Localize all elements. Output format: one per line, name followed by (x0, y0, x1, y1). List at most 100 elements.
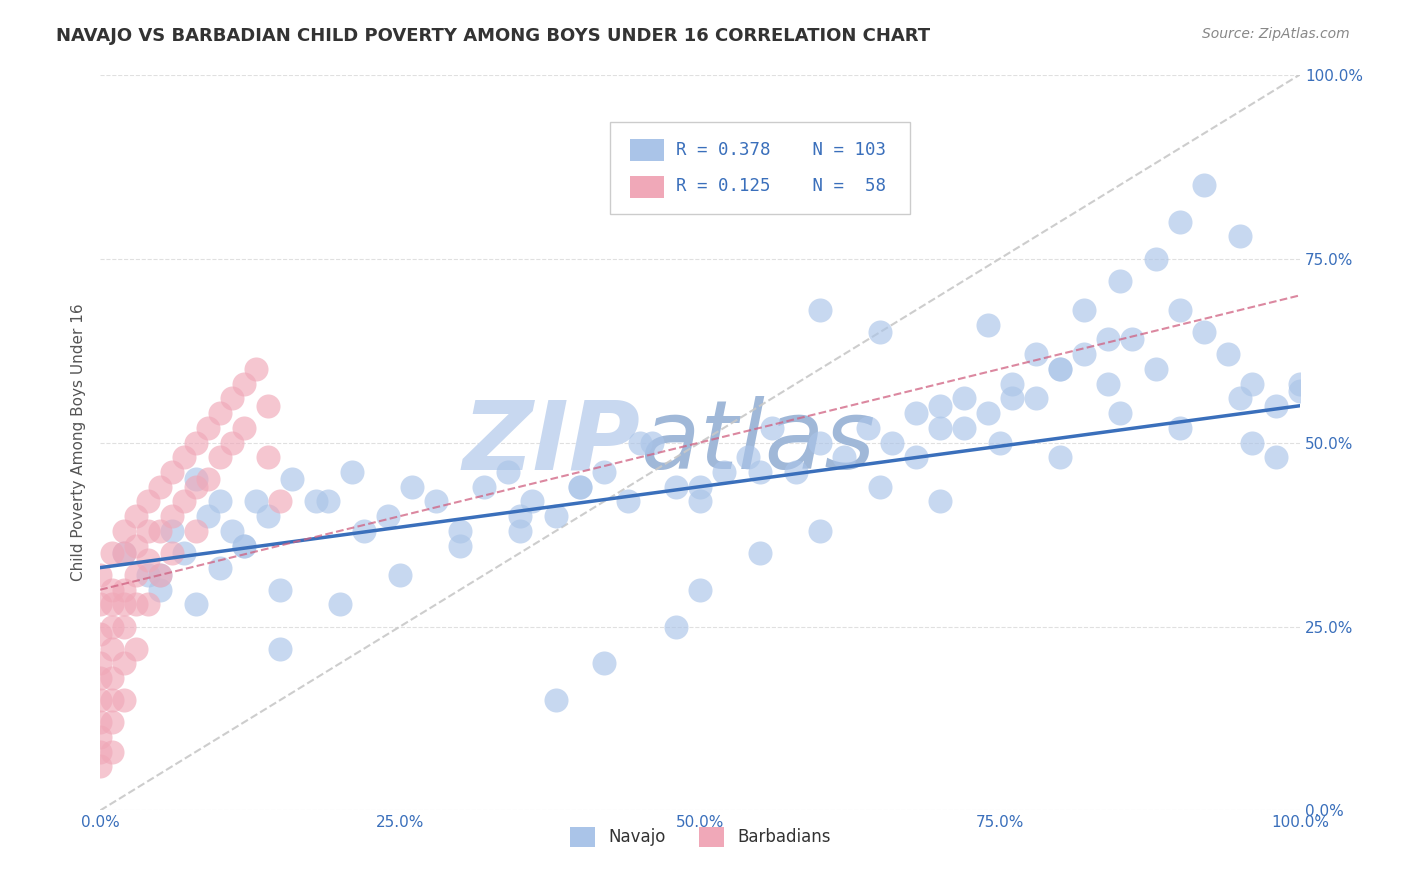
Point (89, 627, 111, 641)
Point (449, 524, 471, 538)
Point (953, 392, 976, 406)
Point (125, 641, 148, 656)
Point (221, 435, 243, 450)
Point (401, 480, 423, 494)
Point (184, 524, 207, 538)
Point (1289, 376, 1312, 391)
Point (233, 539, 256, 553)
Point (125, 509, 148, 524)
Point (160, 524, 183, 538)
Point (905, 450, 928, 465)
Point (101, 745, 124, 759)
Point (245, 494, 267, 508)
Point (89, 759, 111, 773)
Point (1025, 347, 1047, 361)
Point (1192, 178, 1215, 192)
Point (149, 582, 172, 597)
Point (269, 582, 291, 597)
Point (1265, 399, 1288, 413)
Point (509, 509, 531, 524)
Point (245, 362, 267, 376)
Point (832, 450, 855, 465)
Point (449, 539, 471, 553)
Point (1049, 450, 1071, 465)
Point (929, 399, 952, 413)
Text: R = 0.378    N = 103: R = 0.378 N = 103 (676, 141, 886, 159)
Point (1144, 252, 1167, 266)
Point (257, 509, 280, 524)
Text: NAVAJO VS BARBADIAN CHILD POVERTY AMONG BOYS UNDER 16 CORRELATION CHART: NAVAJO VS BARBADIAN CHILD POVERTY AMONG … (56, 27, 931, 45)
Point (1049, 362, 1071, 376)
Point (101, 715, 124, 730)
Point (905, 406, 928, 420)
Point (389, 568, 412, 582)
Point (101, 598, 124, 612)
Point (1109, 274, 1132, 288)
Point (112, 524, 135, 538)
Point (329, 598, 352, 612)
Point (869, 325, 891, 339)
Point (269, 641, 291, 656)
Point (377, 509, 399, 524)
Point (953, 421, 976, 435)
Point (89, 598, 111, 612)
Point (665, 619, 688, 633)
Point (1168, 303, 1191, 318)
Point (689, 582, 711, 597)
Point (1049, 362, 1071, 376)
Point (112, 693, 135, 707)
Point (1097, 376, 1119, 391)
Point (353, 524, 375, 538)
Point (233, 376, 256, 391)
Point (101, 671, 124, 685)
Point (749, 465, 772, 479)
Point (89, 693, 111, 707)
Point (89, 657, 111, 671)
Point (197, 472, 219, 486)
Point (136, 553, 159, 567)
Point (496, 465, 519, 479)
Point (880, 435, 903, 450)
Point (988, 435, 1011, 450)
Point (233, 539, 256, 553)
Point (1168, 215, 1191, 229)
Point (1240, 435, 1263, 450)
Point (617, 494, 640, 508)
Text: ZIP: ZIP (463, 396, 640, 489)
Point (184, 480, 207, 494)
Point (257, 399, 280, 413)
Point (184, 598, 207, 612)
Point (665, 480, 688, 494)
Text: Source: ZipAtlas.com: Source: ZipAtlas.com (1202, 27, 1350, 41)
Point (593, 657, 616, 671)
Point (1025, 392, 1047, 406)
Point (1144, 362, 1167, 376)
Point (1097, 333, 1119, 347)
Point (125, 539, 148, 553)
Point (749, 546, 772, 560)
Point (1073, 303, 1095, 318)
Point (209, 560, 232, 574)
Point (305, 494, 328, 508)
Point (209, 494, 232, 508)
Point (1168, 421, 1191, 435)
Point (1121, 333, 1143, 347)
Point (233, 421, 256, 435)
Point (1289, 384, 1312, 398)
Point (593, 465, 616, 479)
Point (197, 421, 219, 435)
Point (112, 598, 135, 612)
Point (689, 480, 711, 494)
Point (689, 494, 711, 508)
Point (569, 480, 592, 494)
FancyBboxPatch shape (610, 122, 910, 214)
Point (101, 546, 124, 560)
Point (1001, 392, 1024, 406)
Point (869, 480, 891, 494)
Point (136, 598, 159, 612)
Point (1216, 347, 1239, 361)
Point (160, 509, 183, 524)
Point (112, 546, 135, 560)
Point (184, 472, 207, 486)
Point (221, 524, 243, 538)
